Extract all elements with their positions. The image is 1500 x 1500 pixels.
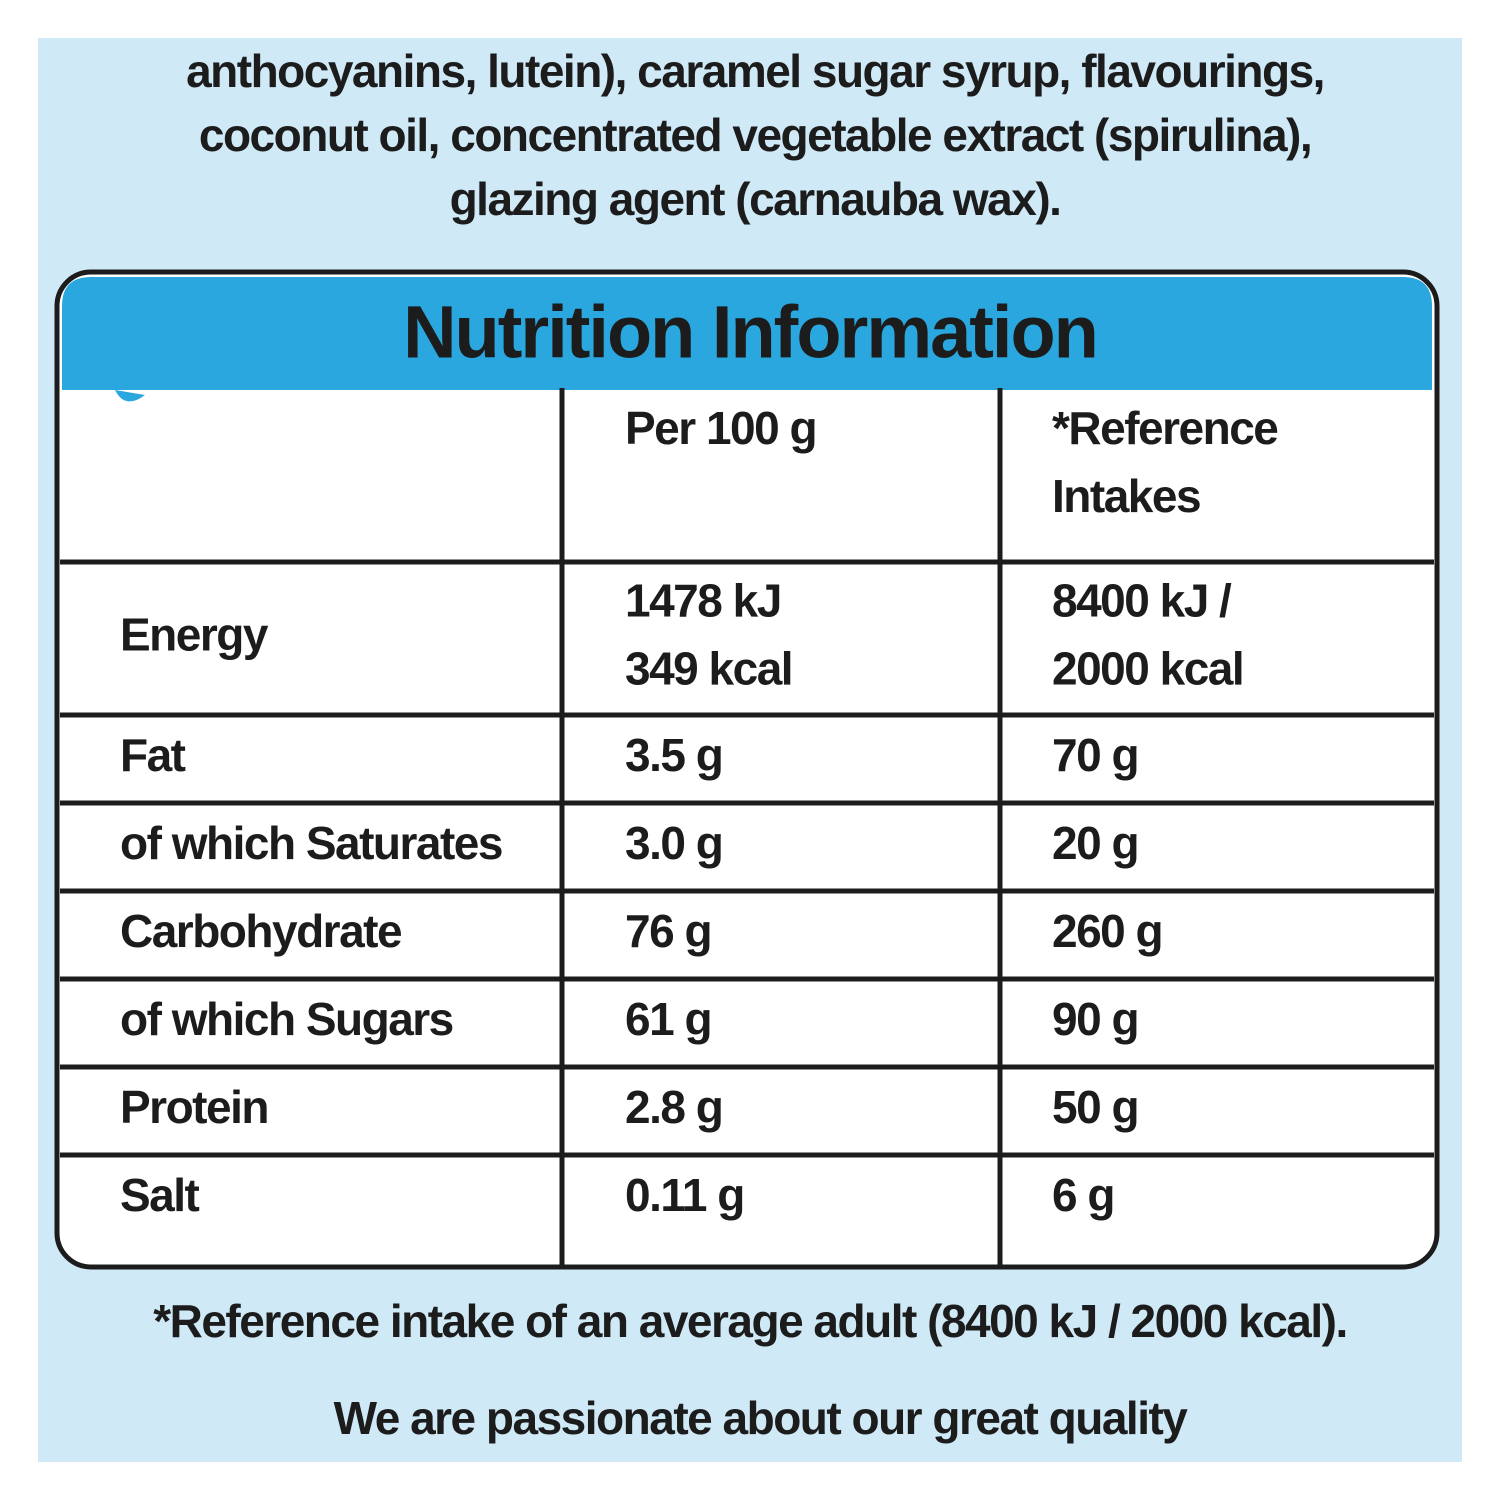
- table-title: Nutrition Information: [403, 291, 1097, 374]
- ingredients-line: glazing agent (carnauba wax).: [450, 173, 1061, 225]
- nutrient-value: 3.0 g: [625, 817, 722, 869]
- nutrient-label: Energy: [120, 609, 269, 661]
- nutrient-label: of which Saturates: [120, 817, 502, 869]
- nutrient-value: 6 g: [1052, 1169, 1114, 1221]
- footnote: *Reference intake of an average adult (8…: [153, 1295, 1347, 1347]
- nutrient-value: 2.8 g: [625, 1081, 722, 1133]
- nutrient-label: of which Sugars: [120, 993, 453, 1045]
- nutrient-value: 260 g: [1052, 905, 1162, 957]
- nutrient-label: Salt: [120, 1169, 200, 1221]
- nutrient-value: 50 g: [1052, 1081, 1138, 1133]
- tagline: We are passionate about our great qualit…: [334, 1392, 1189, 1444]
- nutrient-label: Protein: [120, 1081, 268, 1133]
- nutrient-value: 90 g: [1052, 993, 1138, 1045]
- nutrient-value: 3.5 g: [625, 729, 722, 781]
- nutrient-value: 70 g: [1052, 729, 1138, 781]
- title-band: [62, 277, 1432, 390]
- nutrient-value: 349 kcal: [625, 643, 792, 695]
- nutrient-value: 1478 kJ: [625, 575, 781, 627]
- column-header: Intakes: [1052, 470, 1200, 522]
- column-header: Per 100 g: [625, 402, 816, 454]
- column-header: *Reference: [1052, 402, 1278, 454]
- ingredients-line: anthocyanins, lutein), caramel sugar syr…: [186, 45, 1324, 97]
- nutrient-value: 0.11 g: [625, 1169, 744, 1221]
- nutrient-value: 2000 kcal: [1052, 643, 1243, 695]
- nutrient-value: 61 g: [625, 993, 711, 1045]
- title-band-tail: [115, 390, 145, 402]
- nutrient-label: Carbohydrate: [120, 905, 402, 957]
- nutrient-value: 8400 kJ /: [1052, 575, 1232, 627]
- table-frame: [54, 269, 1440, 1270]
- nutrient-label: Fat: [120, 729, 186, 781]
- nutrient-value: 76 g: [625, 905, 711, 957]
- nutrient-value: 20 g: [1052, 817, 1138, 869]
- ingredients-line: coconut oil, concentrated vegetable extr…: [199, 109, 1311, 161]
